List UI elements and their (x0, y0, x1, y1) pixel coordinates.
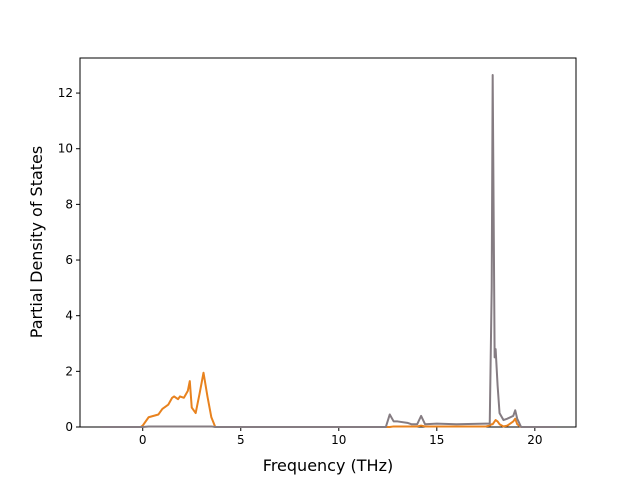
series-line (101, 371, 557, 428)
y-tick-label: 4 (65, 309, 73, 323)
plot-frame (79, 57, 577, 428)
x-tick-label: 15 (429, 433, 444, 447)
y-tick-label: 6 (65, 253, 73, 267)
y-axis-label: Partial Density of States (27, 146, 46, 338)
x-tick-label: 5 (237, 433, 245, 447)
x-axis-label: Frequency (THz) (263, 456, 393, 475)
y-tick-label: 12 (58, 86, 73, 100)
x-tick-label: 20 (527, 433, 542, 447)
x-tick-label: 10 (331, 433, 346, 447)
y-tick-label: 0 (65, 420, 73, 434)
y-tick-label: 8 (65, 197, 73, 211)
y-tick-label: 10 (58, 142, 73, 156)
series-line (101, 73, 557, 428)
x-tick-label: 0 (139, 433, 147, 447)
y-tick-label: 2 (65, 364, 73, 378)
